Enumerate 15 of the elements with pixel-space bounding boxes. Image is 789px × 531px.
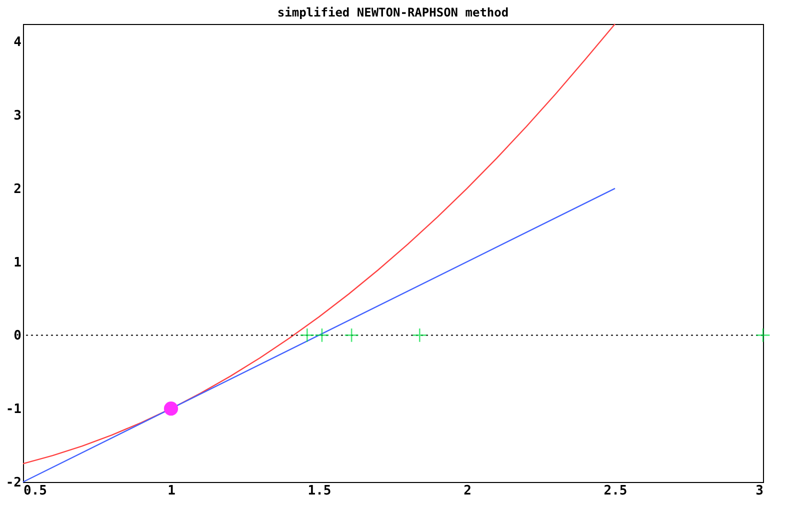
x-tick-label: 2.5	[604, 484, 628, 498]
chart-title: simplified NEWTON-RAPHSON method	[277, 5, 509, 20]
y-tick-label: 0	[14, 328, 22, 344]
line-series	[22, 23, 616, 464]
y-tick-label: 1	[14, 255, 22, 270]
y-tick-label: -1	[6, 402, 22, 418]
y-tick-label: 3	[14, 108, 22, 124]
x-tick-label: 0.5	[24, 484, 47, 498]
y-tick-label: 4	[14, 35, 22, 50]
x-tick-label: 1.5	[308, 484, 332, 498]
x-tick-label: 2	[464, 484, 472, 498]
y-tick-label: -2	[6, 476, 22, 490]
y-tick-label: 2	[14, 182, 22, 197]
x-tick-label: 1	[168, 484, 176, 498]
x-tick-label: 3	[756, 484, 764, 498]
